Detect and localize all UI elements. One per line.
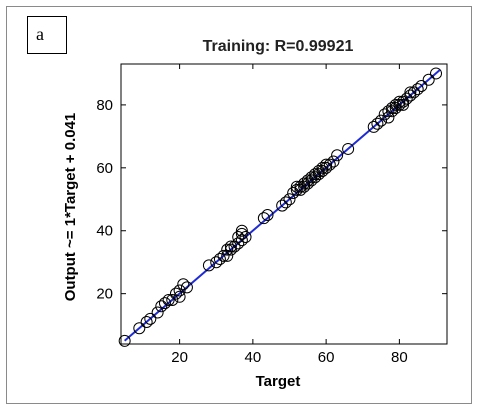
data-point bbox=[430, 67, 443, 80]
data-point bbox=[133, 322, 146, 335]
data-point bbox=[312, 168, 325, 181]
data-point bbox=[213, 253, 226, 266]
x-tick-label: 60 bbox=[318, 349, 335, 366]
data-point bbox=[210, 256, 223, 269]
data-point bbox=[309, 171, 322, 184]
data-point bbox=[180, 281, 193, 294]
panel-label: a bbox=[27, 16, 67, 54]
data-point bbox=[118, 334, 131, 347]
data-point bbox=[389, 98, 402, 111]
data-point bbox=[386, 105, 399, 118]
data-point bbox=[327, 155, 340, 168]
data-point bbox=[316, 161, 329, 174]
data-point bbox=[276, 199, 289, 212]
data-point bbox=[404, 86, 417, 99]
points-layer bbox=[118, 67, 443, 347]
data-point bbox=[320, 158, 333, 171]
data-point bbox=[232, 231, 245, 244]
data-point bbox=[202, 259, 215, 272]
data-point bbox=[279, 196, 292, 209]
data-point bbox=[217, 249, 230, 262]
data-point bbox=[367, 120, 380, 133]
data-point bbox=[422, 73, 435, 86]
data-point bbox=[155, 300, 168, 313]
data-point bbox=[411, 83, 424, 96]
data-point bbox=[320, 161, 333, 174]
data-point bbox=[389, 102, 402, 115]
data-point bbox=[408, 86, 421, 99]
x-tick-label: 40 bbox=[245, 349, 262, 366]
data-point bbox=[393, 95, 406, 108]
data-point bbox=[162, 293, 175, 306]
data-point bbox=[166, 293, 179, 306]
data-point bbox=[221, 243, 234, 256]
y-axis-label: Output ~= 1*Target + 0.041 bbox=[62, 113, 79, 302]
data-point bbox=[235, 224, 248, 237]
data-point bbox=[294, 183, 307, 196]
data-point bbox=[382, 105, 395, 118]
data-point bbox=[257, 212, 270, 225]
data-point bbox=[224, 240, 237, 253]
data-point bbox=[404, 89, 417, 102]
data-point bbox=[287, 186, 300, 199]
ticks-layer: 20 40 60 80 20 40 60 80 bbox=[96, 64, 447, 366]
data-point bbox=[323, 158, 336, 171]
data-point bbox=[386, 102, 399, 115]
data-point bbox=[177, 278, 190, 291]
y-tick-label: 40 bbox=[96, 223, 113, 240]
data-point bbox=[144, 312, 157, 325]
y-tick-label: 20 bbox=[96, 286, 113, 303]
data-point bbox=[290, 180, 303, 193]
data-point bbox=[305, 174, 318, 187]
data-point bbox=[151, 306, 164, 319]
data-point bbox=[375, 114, 388, 127]
x-tick-label: 20 bbox=[171, 349, 188, 366]
data-point bbox=[235, 234, 248, 247]
data-point bbox=[283, 193, 296, 206]
data-point bbox=[397, 98, 410, 111]
data-point bbox=[290, 183, 303, 196]
x-axis-label: Target bbox=[256, 373, 301, 390]
chart-title: Training: R=0.99921 bbox=[203, 38, 354, 55]
data-point bbox=[316, 164, 329, 177]
data-point bbox=[301, 177, 314, 190]
data-point bbox=[140, 315, 153, 328]
data-point bbox=[397, 95, 410, 108]
data-point bbox=[239, 231, 252, 244]
data-point bbox=[309, 168, 322, 181]
data-point bbox=[342, 142, 355, 155]
data-point bbox=[301, 174, 314, 187]
data-point bbox=[298, 177, 311, 190]
data-point bbox=[378, 108, 391, 121]
data-point bbox=[294, 180, 307, 193]
data-point bbox=[235, 227, 248, 240]
data-point bbox=[312, 164, 325, 177]
data-point bbox=[173, 284, 186, 297]
x-tick-label: 80 bbox=[391, 349, 408, 366]
data-point bbox=[415, 80, 428, 93]
data-point bbox=[158, 297, 171, 310]
data-point bbox=[298, 180, 311, 193]
data-point bbox=[169, 287, 182, 300]
data-point bbox=[261, 209, 274, 222]
data-point bbox=[331, 149, 344, 162]
data-point bbox=[305, 171, 318, 184]
data-point bbox=[393, 98, 406, 111]
data-point bbox=[173, 290, 186, 303]
y-tick-label: 60 bbox=[96, 160, 113, 177]
y-tick-label: 80 bbox=[96, 97, 113, 114]
data-point bbox=[371, 117, 384, 130]
data-point bbox=[224, 243, 237, 256]
data-point bbox=[400, 92, 413, 105]
